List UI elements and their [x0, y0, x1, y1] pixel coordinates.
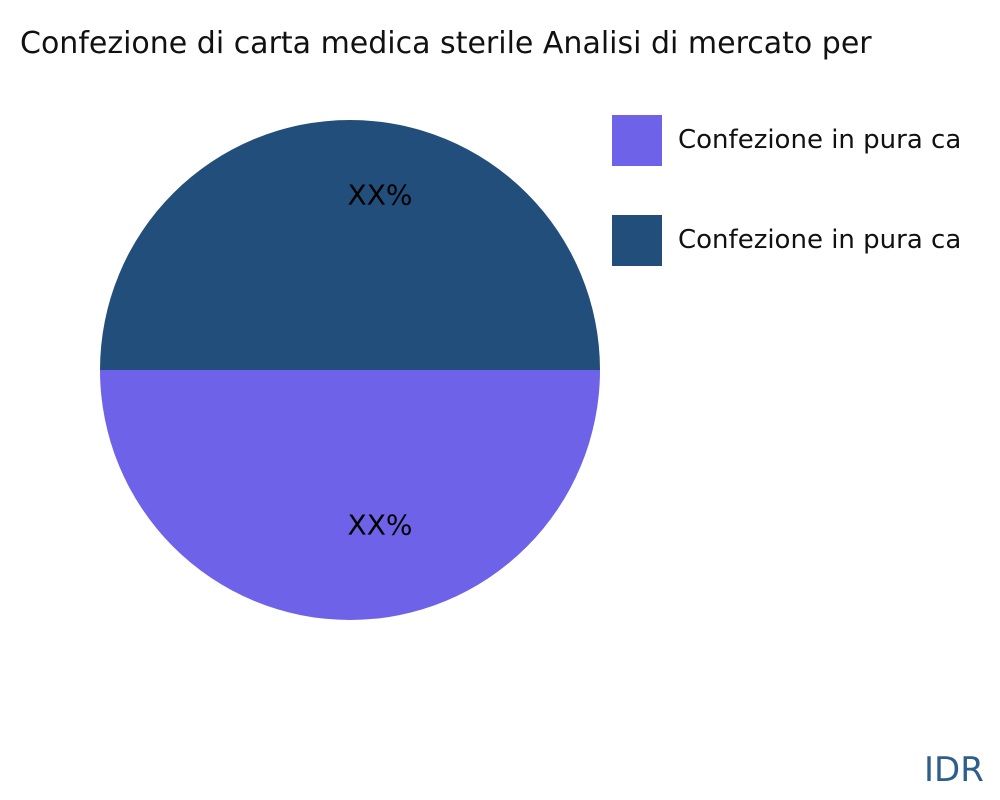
legend-swatch-purple — [612, 114, 662, 166]
legend-item: Confezione in pura ca — [612, 213, 961, 267]
pie-slice-label-bottom: XX% — [347, 508, 413, 542]
pie: XX% XX% — [100, 120, 600, 620]
legend: Confezione in pura ca Confezione in pura… — [612, 113, 961, 313]
legend-swatch-navy — [612, 214, 662, 266]
legend-label: Confezione in pura ca — [678, 225, 962, 255]
legend-label: Confezione in pura ca — [678, 125, 962, 155]
chart-title: Confezione di carta medica sterile Anali… — [20, 26, 872, 61]
watermark: IDR — [924, 750, 984, 790]
legend-item: Confezione in pura ca — [612, 113, 961, 167]
pie-slice-label-top: XX% — [347, 178, 413, 212]
pie-circle — [100, 120, 600, 620]
